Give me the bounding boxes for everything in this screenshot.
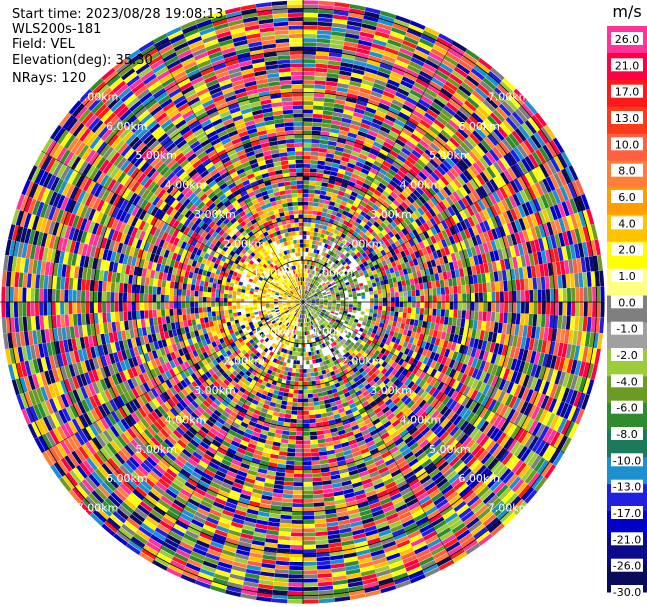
range-ring-label: 1.00km [312, 267, 354, 280]
range-ring-label: 4.00km [400, 413, 442, 426]
range-ring-label: 7.00km [77, 91, 119, 104]
range-ring-label: 5.00km [429, 149, 471, 162]
range-ring-label: 3.00km [194, 208, 236, 221]
range-ring-label: 2.00km [341, 237, 383, 250]
range-ring-label: 5.00km [135, 149, 177, 162]
range-ring-label: 4.00km [400, 179, 442, 192]
start-time-label: Start time: 2023/08/28 19:08:13 [12, 7, 224, 22]
azimuth-spoke [41, 150, 565, 454]
range-ring-labels: 1.00km 1.00km 1.00km 1.00km 2.00km 2.00km 2.00… [77, 91, 530, 515]
range-ring-label: 5.00km [135, 443, 177, 456]
instrument-label: WLS200s-181 [12, 22, 102, 37]
range-ring-label: 4.00km [165, 413, 207, 426]
range-ring-label: 2.00km [224, 355, 266, 368]
range-ring-label: 1.00km [312, 325, 354, 338]
range-ring-label: 6.00km [106, 472, 148, 485]
range-ring-label: 7.00km [77, 502, 119, 515]
range-ring-label: 3.00km [370, 384, 412, 397]
velocity-field [1, 0, 605, 604]
range-ring-label: 5.00km [429, 443, 471, 456]
range-ring-label: 7.00km [488, 502, 530, 515]
range-ring-label: 6.00km [458, 120, 500, 133]
elevation-label: Elevation(deg): 35.30 [12, 53, 153, 68]
range-rings [0, 0, 604, 604]
range-ring-label: 3.00km [194, 384, 236, 397]
range-ring-label: 2.00km [224, 237, 266, 250]
range-ring-label: 6.00km [106, 120, 148, 133]
range-ring-label: 2.00km [341, 355, 383, 368]
nrays-label: NRays: 120 [12, 71, 87, 86]
field-label: Field: VEL [12, 37, 75, 52]
range-ring-label: 6.00km [458, 472, 500, 485]
range-ring-label: 7.00km [488, 91, 530, 104]
range-ring-label: 4.00km [165, 179, 207, 192]
range-ring-label: 1.00km [253, 267, 295, 280]
range-ring-label: 1.00km [253, 325, 295, 338]
range-ring-label: 3.00km [370, 208, 412, 221]
